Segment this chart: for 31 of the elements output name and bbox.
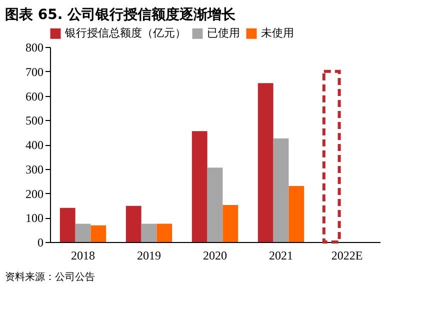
legend-label: 银行授信总额度（亿元） — [64, 26, 186, 40]
y-tick-label: 300 — [26, 162, 44, 176]
bar — [222, 204, 238, 242]
bar — [90, 225, 106, 242]
chart-title: 图表 65. 公司银行授信额度逐渐增长 — [5, 6, 237, 23]
x-tick-label: 2022E — [331, 248, 363, 262]
x-tick-label: 2019 — [137, 248, 161, 262]
legend-label: 未使用 — [261, 26, 294, 40]
bar — [60, 208, 76, 242]
bar — [258, 83, 274, 242]
text: 资料来源：公司公告 — [5, 271, 95, 283]
bar — [75, 224, 91, 242]
legend-label: 已使用 — [207, 26, 240, 40]
y-tick-label: 100 — [26, 211, 44, 226]
y-tick-label: 700 — [26, 64, 44, 79]
y-tick-label: 600 — [26, 89, 44, 104]
y-tick-label: 0 — [38, 236, 44, 250]
bar — [141, 224, 157, 242]
y-tick-label: 400 — [26, 138, 44, 152]
bar — [273, 138, 289, 242]
x-tick-label: 2018 — [71, 248, 95, 262]
bar — [288, 186, 304, 242]
bar — [126, 206, 142, 242]
x-tick-label: 2021 — [269, 248, 293, 262]
bar — [207, 168, 223, 242]
bar — [156, 224, 172, 242]
y-tick-label: 800 — [26, 40, 44, 54]
y-tick-label: 200 — [26, 186, 44, 201]
x-tick-label: 2020 — [203, 248, 227, 262]
bar — [192, 131, 208, 242]
y-tick-label: 500 — [26, 114, 44, 128]
